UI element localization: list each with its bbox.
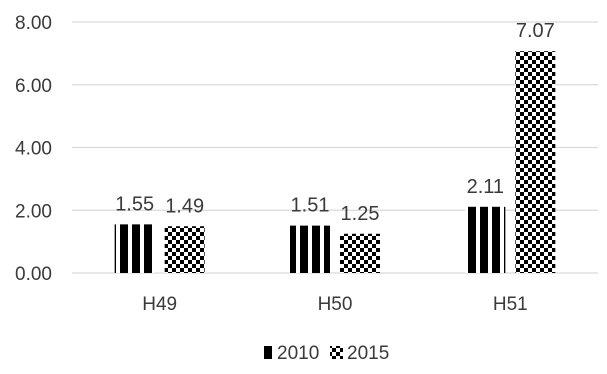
data-labels: 1.55 1.49 1.51 1.25 2.11 7.07: [115, 20, 555, 225]
x-tick-label: H50: [318, 294, 353, 315]
x-axis: H49 H50 H51: [142, 294, 528, 315]
legend: 2010 2015: [260, 343, 389, 364]
data-label: 1.55: [115, 193, 154, 215]
bar: [515, 51, 556, 274]
data-label: 1.51: [291, 195, 330, 217]
legend-label: 2010: [277, 343, 319, 364]
bar: [164, 226, 205, 273]
bar: [290, 225, 330, 273]
data-label: 7.07: [516, 20, 555, 42]
legend-label: 2015: [347, 343, 389, 364]
bars: [114, 51, 556, 274]
bar: [465, 206, 506, 273]
x-tick-label: H49: [142, 294, 177, 315]
y-tick-label: 8.00: [15, 13, 52, 34]
data-label: 1.49: [165, 195, 204, 217]
bar: [340, 233, 380, 273]
y-tick-label: 6.00: [15, 76, 52, 97]
data-label: 2.11: [467, 176, 504, 198]
y-tick-label: 4.00: [15, 139, 52, 160]
legend-swatch: [260, 346, 273, 359]
data-label: 1.25: [341, 203, 380, 225]
x-tick-label: H51: [493, 294, 528, 315]
y-tick-label: 0.00: [15, 264, 52, 285]
gridlines: [72, 21, 598, 274]
bar: [114, 224, 155, 273]
y-tick-label: 2.00: [15, 201, 52, 222]
legend-swatch: [330, 346, 343, 359]
y-axis: 0.00 2.00 4.00 6.00 8.00: [15, 13, 52, 285]
